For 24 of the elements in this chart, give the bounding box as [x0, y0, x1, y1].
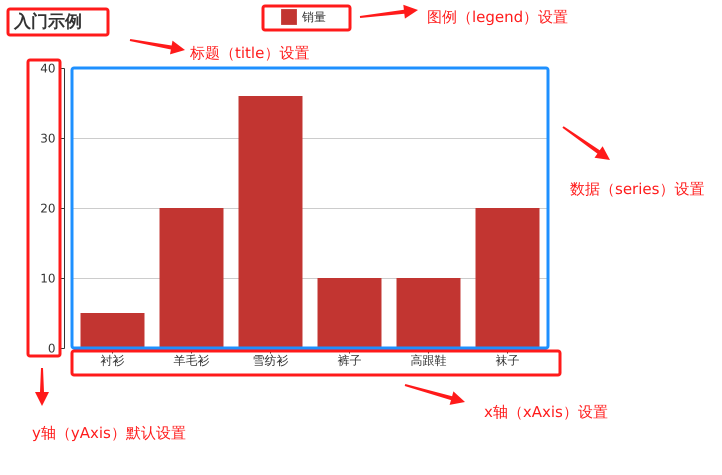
bar — [476, 208, 540, 348]
x-tick-label: 衬衫 — [100, 354, 124, 368]
bar — [160, 208, 224, 348]
y-tick-label: 40 — [40, 62, 56, 76]
bar — [80, 313, 144, 348]
bar — [238, 96, 302, 348]
y-tick-label: 0 — [48, 342, 56, 356]
x-tick-label: 裤子 — [338, 354, 362, 368]
chart-title: 入门示例 — [14, 11, 82, 33]
x-tick-label: 羊毛衫 — [174, 354, 210, 368]
bar — [318, 278, 382, 348]
text: x轴（xAxis）设置 — [484, 403, 608, 421]
text: 标题（title）设置 — [190, 44, 310, 62]
x-tick-label: 高跟鞋 — [410, 354, 446, 368]
x-tick-label: 雪纺衫 — [252, 354, 288, 368]
text: y轴（yAxis）默认设置 — [32, 424, 186, 442]
text: 图例（legend）设置 — [427, 8, 568, 26]
x-tick-label: 袜子 — [496, 354, 520, 368]
y-tick-label: 30 — [40, 132, 56, 146]
legend-label: 销量 — [301, 10, 326, 24]
y-tick-label: 20 — [40, 202, 56, 216]
y-tick-label: 10 — [40, 272, 56, 286]
bar — [396, 278, 460, 348]
text: 数据（series）设置 — [570, 180, 704, 198]
